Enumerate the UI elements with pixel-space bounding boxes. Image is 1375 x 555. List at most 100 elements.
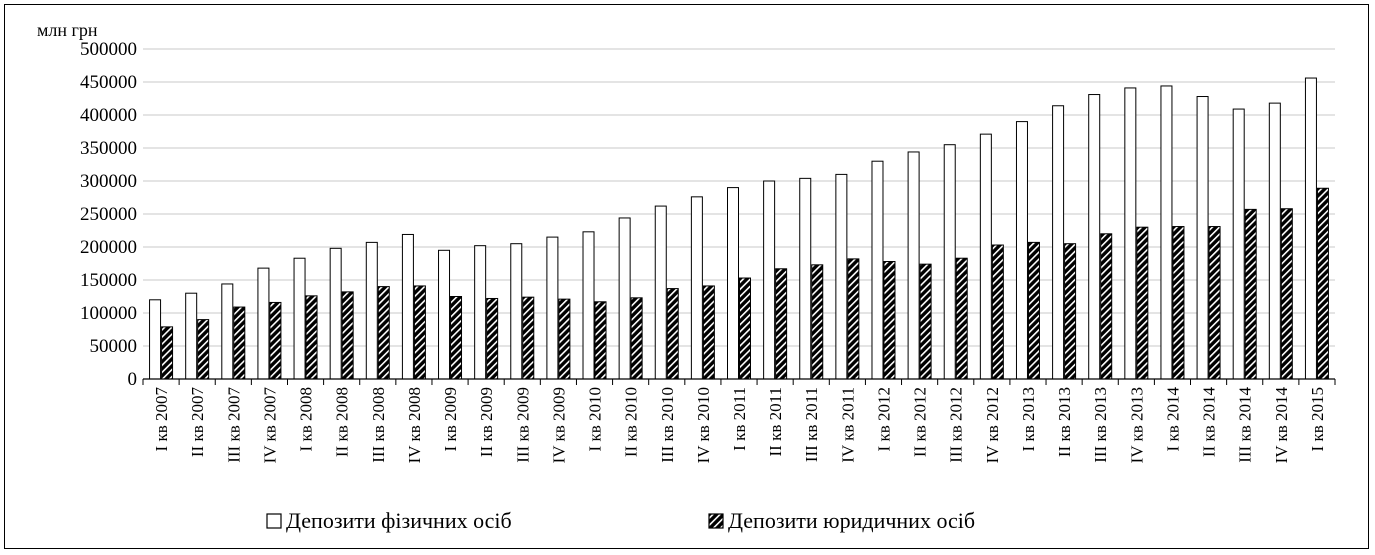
x-tick-label: ІІ кв 2010	[622, 387, 641, 457]
x-tick-label: ІV кв 2012	[983, 387, 1002, 463]
x-tick-label: І кв 2012	[874, 387, 893, 451]
bar-individuals	[1160, 85, 1173, 380]
deposits-bar-chart: млн грн 0 50000 100000 150000 200000 250000 30…	[37, 20, 1336, 533]
bar-legal-entities	[883, 261, 896, 380]
bar-individuals	[257, 267, 270, 380]
legend-swatch-legal-entities	[708, 513, 724, 529]
bar-individuals	[799, 177, 812, 380]
x-tick-label: І кв 2011	[730, 387, 749, 451]
bar-legal-entities	[1027, 241, 1040, 380]
x-tick-label: ІІІ кв 2012	[947, 387, 966, 463]
bar-legal-entities	[1280, 208, 1293, 380]
bar-legal-entities	[630, 297, 643, 380]
bar-legal-entities	[522, 296, 535, 380]
bar-individuals	[185, 292, 198, 380]
x-tick-label: ІІ кв 2012	[911, 387, 930, 457]
bar-individuals	[546, 236, 559, 380]
x-tick-label: ІІІ кв 2013	[1091, 387, 1110, 463]
y-tick-label: 300000	[80, 171, 137, 192]
bar-legal-entities	[305, 295, 318, 380]
bar-individuals	[1124, 87, 1137, 380]
x-tick-label: ІV кв 2009	[549, 387, 568, 463]
x-tick-label: ІV кв 2010	[694, 387, 713, 463]
bar-individuals	[871, 160, 884, 380]
bar-individuals	[401, 233, 414, 380]
bar-legal-entities	[341, 291, 354, 380]
bar-individuals	[1052, 105, 1065, 380]
bar-legal-entities	[1172, 226, 1185, 380]
bar-legal-entities	[1316, 187, 1329, 380]
x-tick-label: І кв 2014	[1163, 387, 1182, 452]
bar-legal-entities	[486, 297, 499, 380]
x-tick-label: ІІІ кв 2011	[802, 387, 821, 462]
x-tick-label: І кв 2015	[1308, 387, 1327, 451]
y-tick-label: 350000	[80, 138, 137, 159]
bar-individuals	[582, 231, 595, 380]
bar-legal-entities	[811, 264, 824, 380]
legend-label-individuals: Депозити фізичних осіб	[286, 508, 512, 533]
bar-legal-entities	[1208, 226, 1221, 380]
bar-individuals	[149, 299, 162, 380]
bar-legal-entities	[955, 257, 968, 380]
x-tick-label: І кв 2008	[297, 387, 316, 451]
bars	[149, 77, 1329, 380]
chart-frame: млн грн 0 50000 100000 150000 200000 250000 30…	[4, 4, 1369, 549]
x-tick-label: ІV кв 2014	[1272, 387, 1291, 464]
bar-individuals	[763, 180, 776, 380]
bar-individuals	[979, 133, 992, 380]
bar-individuals	[1196, 96, 1209, 380]
bar-legal-entities	[594, 301, 607, 380]
bar-legal-entities	[1064, 243, 1077, 380]
x-axis: І кв 2007 ІІ кв 2007 ІІІ кв 2007 ІV кв 2007…	[142, 378, 1336, 464]
x-tick-label: ІІ кв 2011	[766, 387, 785, 456]
x-tick-label: ІІІ кв 2007	[224, 387, 243, 463]
bar-legal-entities	[739, 277, 751, 380]
bar-individuals	[1015, 121, 1028, 380]
bar-legal-entities	[161, 326, 174, 380]
bar-individuals	[690, 196, 703, 380]
bar-individuals	[1268, 102, 1281, 380]
bar-individuals	[221, 283, 234, 380]
legend: Депозити фізичних осіб Депозити юридични…	[266, 508, 975, 533]
x-tick-label: І кв 2009	[441, 387, 460, 451]
x-tick-label: ІІІ кв 2014	[1236, 387, 1255, 463]
bar-individuals	[329, 247, 342, 380]
bar-individuals	[510, 243, 523, 380]
x-tick-label: І кв 2013	[1019, 387, 1038, 451]
y-axis: 0 50000 100000 150000 200000 250000 300000 3500…	[80, 39, 137, 390]
y-tick-label: 50000	[90, 336, 138, 357]
bar-legal-entities	[558, 298, 571, 380]
x-tick-label: ІІ кв 2008	[333, 387, 352, 457]
legend-swatch-individuals	[266, 513, 282, 529]
bar-legal-entities	[991, 244, 1004, 380]
y-tick-label: 100000	[80, 303, 137, 324]
legend-label-legal-entities: Депозити юридичних осіб	[728, 508, 975, 533]
bar-legal-entities	[197, 319, 210, 380]
bar-legal-entities	[450, 296, 463, 380]
x-tick-label: ІV кв 2013	[1127, 387, 1146, 463]
bar-individuals	[654, 205, 667, 380]
y-tick-label: 250000	[80, 204, 137, 225]
x-tick-label: ІІІ кв 2009	[513, 387, 532, 463]
x-tick-label: ІV кв 2008	[405, 387, 424, 463]
x-tick-label: ІІ кв 2009	[477, 387, 496, 457]
x-tick-label: ІV кв 2007	[260, 387, 279, 464]
y-tick-label: 450000	[80, 72, 137, 93]
bar-individuals	[835, 173, 848, 380]
bar-individuals	[1232, 108, 1245, 380]
y-unit-label: млн грн	[37, 20, 98, 40]
y-tick-label: 150000	[80, 270, 137, 291]
bar-legal-entities	[269, 301, 282, 380]
bar-individuals	[618, 217, 631, 380]
bar-individuals	[727, 187, 739, 380]
bar-legal-entities	[775, 268, 788, 380]
bar-legal-entities	[1244, 208, 1257, 380]
y-tick-label: 0	[128, 369, 138, 390]
bar-legal-entities	[847, 258, 860, 380]
bar-individuals	[943, 144, 956, 380]
y-tick-label: 400000	[80, 105, 137, 126]
bar-individuals	[474, 245, 487, 380]
bar-legal-entities	[702, 285, 715, 380]
x-tick-label: ІІІ кв 2008	[369, 387, 388, 463]
x-tick-label: ІV кв 2011	[838, 387, 857, 463]
